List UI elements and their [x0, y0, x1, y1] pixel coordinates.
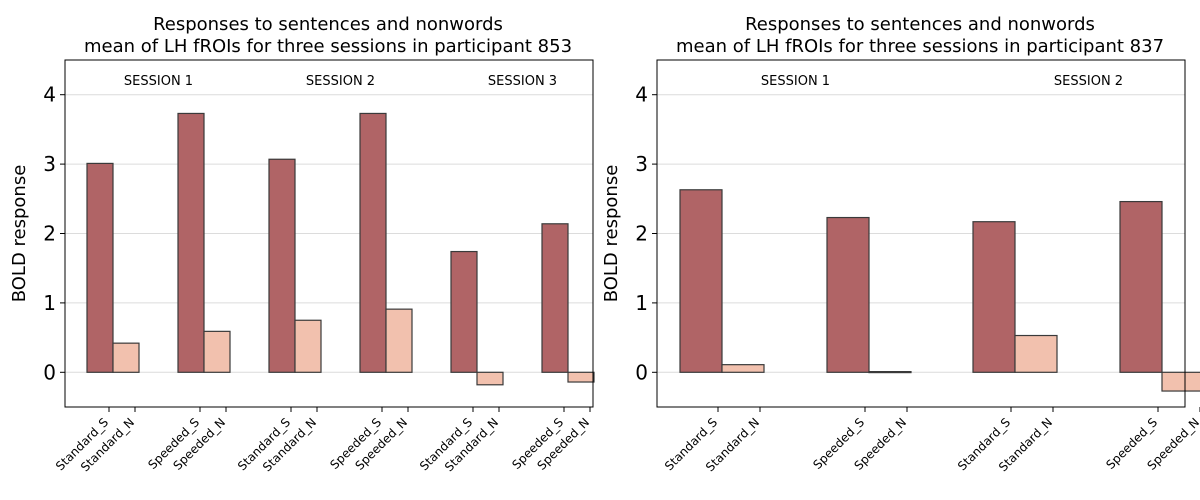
chart-subtitle-0: mean of LH fROIs for three sessions in p…	[84, 36, 572, 57]
bar-0-2-standard_n	[476, 371, 504, 386]
session-label-0-2: SESSION 3	[488, 74, 557, 89]
bar-0-2-standard_s	[450, 250, 478, 373]
bar-1-0-speeded_s	[826, 216, 870, 373]
session-label-0-1: SESSION 2	[306, 74, 375, 89]
bar-1-0-standard_s	[679, 189, 723, 373]
bar-1-0-speeded_n	[868, 371, 912, 374]
bar-1-1-speeded_s	[1119, 200, 1163, 373]
bar-0-0-speeded_s	[177, 112, 205, 373]
ytick-label-1-1: 1	[635, 291, 648, 315]
ytick-label-0-4: 4	[43, 83, 56, 107]
ytick-label-0-3: 3	[43, 152, 56, 176]
bar-0-1-standard_n	[294, 319, 322, 373]
bar-0-2-speeded_n	[567, 371, 595, 383]
plot-frame-0	[64, 59, 594, 408]
bar-0-0-speeded_n	[203, 330, 231, 373]
bar-0-1-standard_s	[268, 158, 296, 373]
ytick-label-1-4: 4	[635, 83, 648, 107]
ytick-label-0-0: 0	[43, 360, 56, 384]
session-label-1-0: SESSION 1	[761, 74, 830, 89]
ytick-label-1-2: 2	[635, 222, 648, 246]
y-axis-label-1: BOLD response	[601, 165, 622, 303]
bar-1-0-standard_n	[721, 364, 765, 373]
session-label-0-0: SESSION 1	[124, 74, 193, 89]
chart-subtitle-1: mean of LH fROIs for three sessions in p…	[676, 36, 1164, 57]
ytick-label-1-0: 0	[635, 360, 648, 384]
ytick-label-1-3: 3	[635, 152, 648, 176]
chart-title-0: Responses to sentences and nonwords	[153, 14, 503, 35]
bar-0-1-speeded_n	[385, 308, 413, 373]
y-axis-label-0: BOLD response	[9, 165, 30, 303]
bar-0-2-speeded_s	[541, 223, 569, 373]
plot-frame-1	[656, 59, 1186, 408]
ytick-label-0-2: 2	[43, 222, 56, 246]
bar-0-1-speeded_s	[359, 112, 387, 373]
bar-0-0-standard_s	[86, 162, 114, 373]
ytick-label-0-1: 1	[43, 291, 56, 315]
bar-0-0-standard_n	[112, 342, 140, 373]
chart-title-1: Responses to sentences and nonwords	[745, 14, 1095, 35]
bar-1-1-standard_n	[1014, 334, 1058, 373]
bar-1-1-standard_s	[972, 221, 1016, 373]
session-label-1-1: SESSION 2	[1054, 74, 1123, 89]
bar-1-1-speeded_n	[1161, 371, 1200, 392]
